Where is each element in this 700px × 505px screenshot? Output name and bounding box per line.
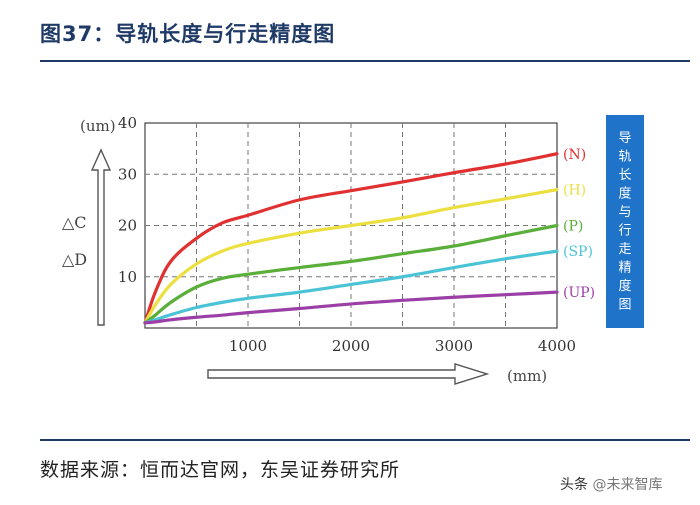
figure-title: 图37：导轨长度与行走精度图 xyxy=(40,22,336,46)
tick-labels: 1000 2000 3000 4000 10 20 30 40 xyxy=(118,114,576,355)
series-line-2 xyxy=(143,223,559,325)
series-label-3: (SP) xyxy=(563,244,593,260)
x-axis-arrow xyxy=(207,363,490,385)
watermark-brand: @未来智库 xyxy=(592,477,663,493)
series-label-0: (N) xyxy=(563,147,586,163)
y-axis-unit: (um) xyxy=(80,117,116,135)
data-source: 数据来源：恒而达官网，东吴证券研究所 xyxy=(40,459,401,481)
series-label-1: (H) xyxy=(563,183,586,199)
y-tick-label-3: 40 xyxy=(118,114,137,132)
series-lines xyxy=(143,152,559,325)
series-line-4 xyxy=(143,290,559,325)
series-label-2: (P) xyxy=(563,219,583,235)
x-tick-label-0: 1000 xyxy=(229,337,267,355)
x-tick-label-1: 2000 xyxy=(332,337,370,355)
legend-title-text: 导轨长度与行走精度图 xyxy=(618,131,631,313)
series-line-1 xyxy=(143,188,559,325)
watermark-prefix: 头条 xyxy=(560,477,588,493)
series-labels: (N) (H) (P) (SP) (UP) xyxy=(563,147,595,301)
y-tick-label-0: 10 xyxy=(118,268,137,286)
series-label-4: (UP) xyxy=(563,285,595,301)
y-label-line-2: △D xyxy=(62,250,87,269)
y-tick-label-2: 30 xyxy=(118,165,137,183)
footer-divider xyxy=(40,439,690,441)
y-axis-arrow xyxy=(90,148,112,326)
x-tick-label-2: 3000 xyxy=(435,337,473,355)
legend-title-box xyxy=(606,115,644,328)
x-tick-label-3: 4000 xyxy=(538,337,576,355)
title-divider xyxy=(40,60,690,62)
series-line-3 xyxy=(143,249,559,325)
watermark: 头条 @未来智库 xyxy=(560,474,662,494)
x-axis-unit: (mm) xyxy=(507,367,547,385)
series-line-0 xyxy=(143,152,559,325)
y-tick-label-1: 20 xyxy=(118,217,137,235)
y-label-line-1: △C xyxy=(62,213,87,232)
